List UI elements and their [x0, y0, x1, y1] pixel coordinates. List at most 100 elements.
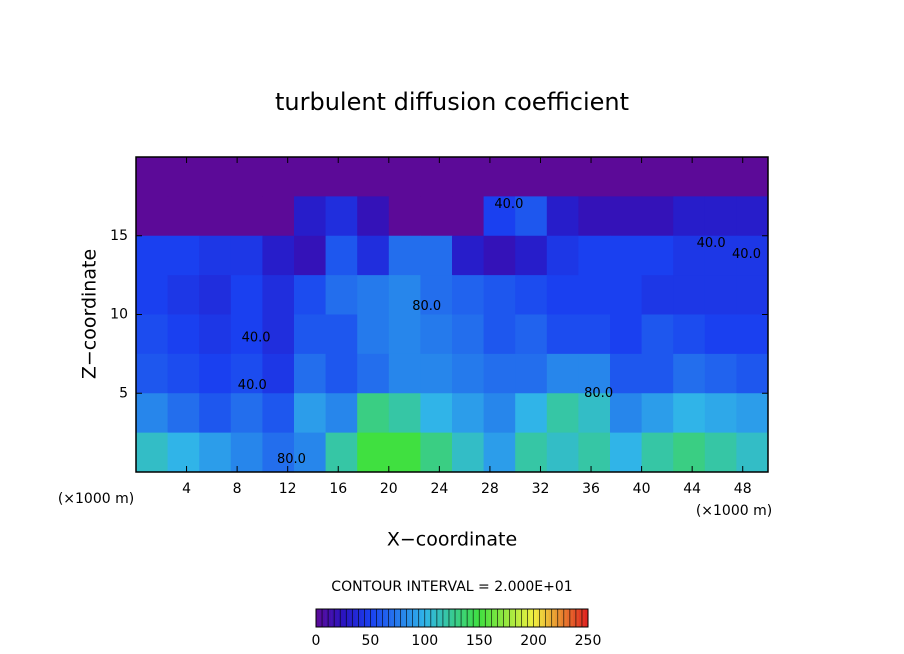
heat-cell [515, 157, 548, 197]
colorbar-tick-label: 250 [575, 633, 602, 649]
colorbar-band [491, 609, 495, 627]
heat-cell [704, 235, 737, 276]
heat-cell [546, 235, 579, 276]
heat-cell [610, 275, 643, 315]
heat-cell [452, 196, 485, 237]
heat-cell [704, 432, 737, 473]
colorbar-band [581, 609, 586, 627]
heat-cell [452, 157, 485, 197]
contour-label: 80.0 [277, 452, 306, 467]
heat-cell [388, 196, 421, 237]
colorbar-band [340, 609, 344, 627]
heat-cell [515, 314, 548, 355]
colorbar-band [512, 609, 516, 627]
colorbar-band [388, 609, 392, 627]
colorbar-band [521, 609, 525, 627]
colorbar-band [467, 609, 471, 627]
heat-cell [357, 157, 390, 197]
heat-cell [736, 353, 769, 394]
colorbar-band [397, 609, 401, 627]
heat-cell [357, 196, 390, 237]
heat-cell [452, 432, 485, 473]
colorbar-band [361, 609, 365, 627]
heat-cell [420, 353, 453, 394]
colorbar-band [479, 609, 483, 627]
colorbar-band [482, 609, 486, 627]
colorbar-band [328, 609, 332, 627]
heat-cell [704, 353, 737, 394]
colorbar-tick-label: 0 [312, 633, 321, 649]
y-tick-label: 10 [110, 307, 128, 323]
contour-interval: CONTOUR INTERVAL = 2.000E+01 [331, 579, 572, 595]
heat-cell [388, 393, 421, 434]
heat-cell [325, 353, 358, 394]
heat-cell [736, 275, 769, 315]
y-axis-label: Z−coordinate [79, 249, 101, 379]
heat-cell [610, 196, 643, 237]
heat-cell [578, 196, 611, 237]
heat-cell [515, 353, 548, 394]
x-tick-label: 44 [683, 481, 701, 497]
heat-cell [673, 157, 706, 197]
heat-cell [673, 393, 706, 434]
colorbar-band [557, 609, 562, 627]
contour-label: 40.0 [732, 247, 761, 262]
colorbar-band [349, 609, 353, 627]
colorbar-band [458, 609, 462, 627]
x-tick-label: 36 [582, 481, 600, 497]
heat-cell [483, 157, 516, 197]
colorbar-band [533, 609, 537, 627]
heat-cell [136, 157, 169, 197]
colorbar-band [433, 609, 438, 627]
colorbar-band [452, 609, 456, 627]
x-axis-label: X−coordinate [387, 529, 517, 551]
heat-cell [420, 157, 453, 197]
heat-cell [262, 432, 295, 473]
heat-cell [515, 393, 548, 434]
heat-cell [736, 235, 769, 276]
heat-cell [167, 235, 200, 276]
heat-cell [420, 275, 453, 315]
colorbar-band [578, 609, 583, 627]
heat-cell [230, 314, 263, 355]
heat-cell [610, 157, 643, 197]
heat-cell [262, 157, 295, 197]
heat-cell [641, 393, 674, 434]
x-tick-label: 40 [633, 481, 651, 497]
heat-cell [641, 432, 674, 473]
heat-cell [199, 353, 232, 394]
heat-cell [294, 196, 327, 237]
heat-cell [199, 235, 232, 276]
heat-cell [641, 275, 674, 315]
colorbar-band [500, 609, 504, 627]
heat-cell [357, 275, 390, 315]
heat-cell [325, 393, 358, 434]
heat-cell [546, 314, 579, 355]
contour-label: 80.0 [584, 386, 613, 401]
colorbar-band [334, 609, 338, 627]
colorbar-band [355, 609, 359, 627]
colorbar-band [473, 609, 477, 627]
heat-cell [199, 314, 232, 355]
colorbar-band [572, 609, 577, 627]
heat-cell [199, 157, 232, 197]
heat-cell [136, 432, 169, 473]
heat-cell [704, 196, 737, 237]
heat-cell [673, 196, 706, 237]
colorbar-band [539, 609, 543, 627]
heat-cell [230, 157, 263, 197]
heat-cell [673, 353, 706, 394]
heat-cell [325, 235, 358, 276]
heat-cell [673, 432, 706, 473]
heat-cell [136, 196, 169, 237]
colorbar-band [382, 609, 386, 627]
x-tick-label: 20 [380, 481, 398, 497]
x-tick-label: 12 [279, 481, 297, 497]
colorbar-band [476, 609, 480, 627]
heat-cell [294, 393, 327, 434]
colorbar-band [485, 609, 489, 627]
heat-cell [452, 314, 485, 355]
colorbar-band [337, 609, 341, 627]
heat-cell [452, 275, 485, 315]
heat-cell [578, 393, 611, 434]
